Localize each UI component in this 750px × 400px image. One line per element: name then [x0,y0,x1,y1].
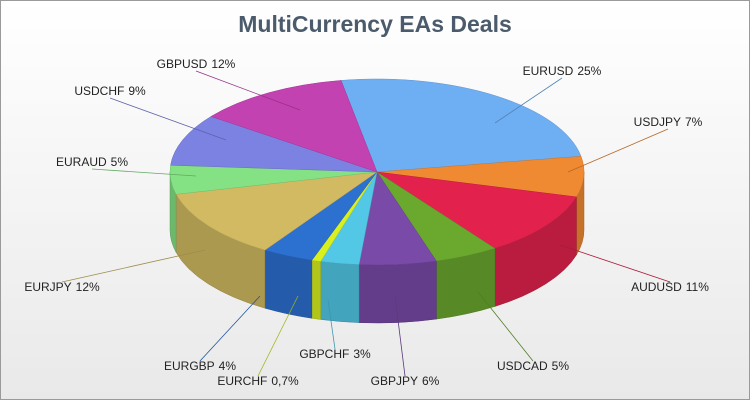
slice-category: AUDUSD [631,280,682,294]
slice-side [358,260,437,324]
leader-line [394,295,406,377]
slice [175,171,378,251]
slice-label: USDJPY 7% [634,115,703,129]
slice-value: 5% [111,155,129,169]
slice-category: EURGBP [164,359,215,373]
leader-line [195,70,301,111]
slice-side [320,261,360,323]
chart-title: MultiCurrency EAs Deals [238,11,512,37]
slice [340,78,582,173]
slice-category: USDCHF [74,84,124,98]
slice-category: GBPCHF [299,347,349,361]
slice-category: USDCAD [497,359,548,373]
leader-line [91,168,197,177]
slice-label: EURAUD 5% [56,155,128,169]
slice-value: 5% [552,359,570,373]
slice-label: EURGBP 4% [164,359,236,373]
leader-line [257,295,299,377]
slice-label: USDCAD 5% [497,359,569,373]
leader-line [61,249,206,283]
leader-line [109,97,227,141]
slice-value: 3% [353,347,371,361]
slice-category: EURAUD [56,155,107,169]
slice-label: USDCHF 9% [74,84,146,98]
slice-label: EURCHF 0,7% [217,374,299,388]
slice-value: 11% [686,280,709,294]
slice-category: EURUSD [523,64,574,78]
leader-line [327,299,336,350]
slice-value: 25% [577,64,601,78]
leader-line [199,295,261,362]
slice-category: GBPJPY [371,374,418,388]
slice-category: EURCHF [217,374,267,388]
slice-value: 6% [422,374,440,388]
slice [170,116,378,173]
slice-side [311,259,321,320]
slice-label: GBPCHF 3% [299,347,371,361]
leader-line [494,77,563,124]
slice-side [264,249,313,319]
slice-value: 12% [76,280,100,294]
slice-value: 9% [128,84,146,98]
slice-value: 4% [219,359,237,373]
slice-label: EURUSD 25% [523,64,602,78]
leader-line [477,291,534,362]
slice-category: GBPUSD [157,57,208,71]
slice-label: GBPJPY 6% [371,374,440,388]
slice-value: 7% [685,115,703,129]
slice-category: EURJPY [24,280,71,294]
slice-value: 12% [211,57,235,71]
slice [376,171,577,249]
slice-label: AUDUSD 11% [631,280,709,294]
slice-label: EURJPY 12% [24,280,100,294]
leader-line [567,128,669,173]
leader-line [559,244,671,283]
slice-value: 0,7% [271,374,299,388]
slice-label: GBPUSD 12% [157,57,236,71]
slice [210,80,378,173]
slice-category: USDJPY [634,115,681,129]
